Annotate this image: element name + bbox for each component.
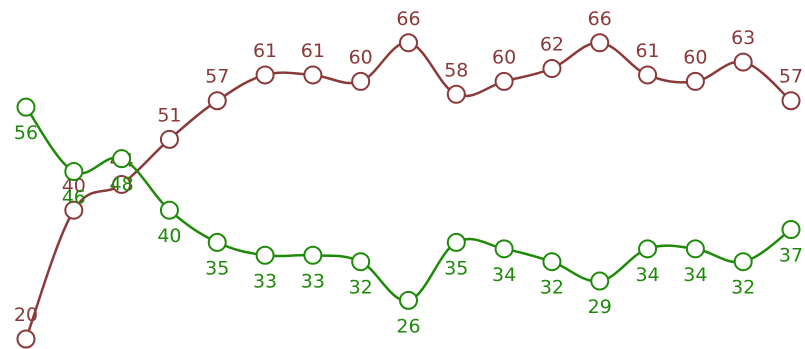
series-2-point: [590, 271, 610, 291]
series-2-point: [399, 290, 418, 310]
series-2-data-label: 35: [444, 257, 468, 279]
series-2-data-label: 40: [157, 225, 181, 247]
series-1-point: [159, 129, 179, 149]
series-2-data-label: 46: [62, 187, 86, 209]
series-2-point: [351, 252, 371, 272]
series-2-point: [446, 232, 466, 252]
series-1-data-label: 63: [731, 27, 755, 49]
series-2-data-label: 32: [540, 277, 564, 299]
series-2-line: [24, 106, 792, 302]
series-1-data-label: 66: [396, 8, 420, 30]
series-2-point: [159, 200, 179, 220]
series-1-point: [542, 59, 562, 79]
series-2-data-label: 34: [683, 264, 707, 286]
series-2-data-label: 34: [635, 264, 659, 286]
series-1-data-label: 61: [635, 40, 659, 62]
series-1-point: [446, 84, 466, 104]
series-1-data-label: 60: [683, 46, 707, 68]
series-1-point: [399, 33, 418, 53]
series-2-point: [64, 162, 84, 182]
series-1-point: [638, 65, 658, 85]
series-1-data-label: 60: [492, 46, 516, 68]
series-2: 56 46 48 40 35 33 33 32 26 35 34 32 29 34 34 32 37: [14, 97, 803, 337]
series-2-point: [494, 239, 514, 259]
series-2-data-label: 32: [731, 277, 755, 299]
series-2-point: [255, 245, 275, 265]
series-1-data-label: 66: [588, 8, 612, 30]
series-2-data-label: 35: [205, 257, 229, 279]
series-1-point: [303, 65, 323, 85]
series-1-data-label: 57: [779, 66, 803, 88]
series-2-data-label: 33: [301, 270, 325, 292]
series-2-data-label: 48: [110, 174, 134, 196]
series-1-data-label: 58: [444, 59, 468, 81]
series-1-data-label: 61: [301, 40, 325, 62]
series-2-data-label: 34: [492, 264, 516, 286]
series-2-point: [733, 252, 753, 272]
series-1-point: [64, 200, 84, 220]
series-1-point: [590, 33, 610, 53]
series-2-point: [781, 220, 801, 240]
series-2-data-label: 32: [349, 277, 373, 299]
series-2-data-label: 33: [253, 270, 277, 292]
series-2-point: [207, 232, 227, 252]
series-2-point: [685, 239, 705, 259]
series-2-point: [112, 149, 132, 169]
series-1-point: [494, 71, 514, 91]
series-1-point: [351, 71, 371, 91]
series-2-data-label: 37: [779, 245, 803, 267]
series-2-data-label: 56: [14, 122, 38, 144]
series-2-data-label: 26: [396, 315, 420, 337]
series-1-point: [781, 91, 801, 111]
series-1-point: [255, 65, 275, 85]
series-1-point: [207, 91, 227, 111]
series-1-data-label: 51: [157, 104, 181, 126]
series-1-data-label: 57: [205, 66, 229, 88]
series-2-point: [303, 245, 323, 265]
series-1-data-label: 20: [14, 304, 38, 326]
series-2-point: [638, 239, 658, 259]
series-1-point: [685, 71, 705, 91]
series-2-point: [542, 252, 562, 272]
series-1-data-label: 60: [349, 46, 373, 68]
series-1-data-label: 40: [62, 175, 86, 197]
series-2-data-label: 29: [588, 296, 612, 318]
series-1-point: [733, 52, 753, 72]
series-1-data-label: 62: [540, 34, 564, 56]
series-2-point: [16, 97, 36, 117]
series-1-data-label: 61: [253, 40, 277, 62]
series-1-point: [112, 174, 132, 194]
series-1-point: [16, 329, 36, 349]
